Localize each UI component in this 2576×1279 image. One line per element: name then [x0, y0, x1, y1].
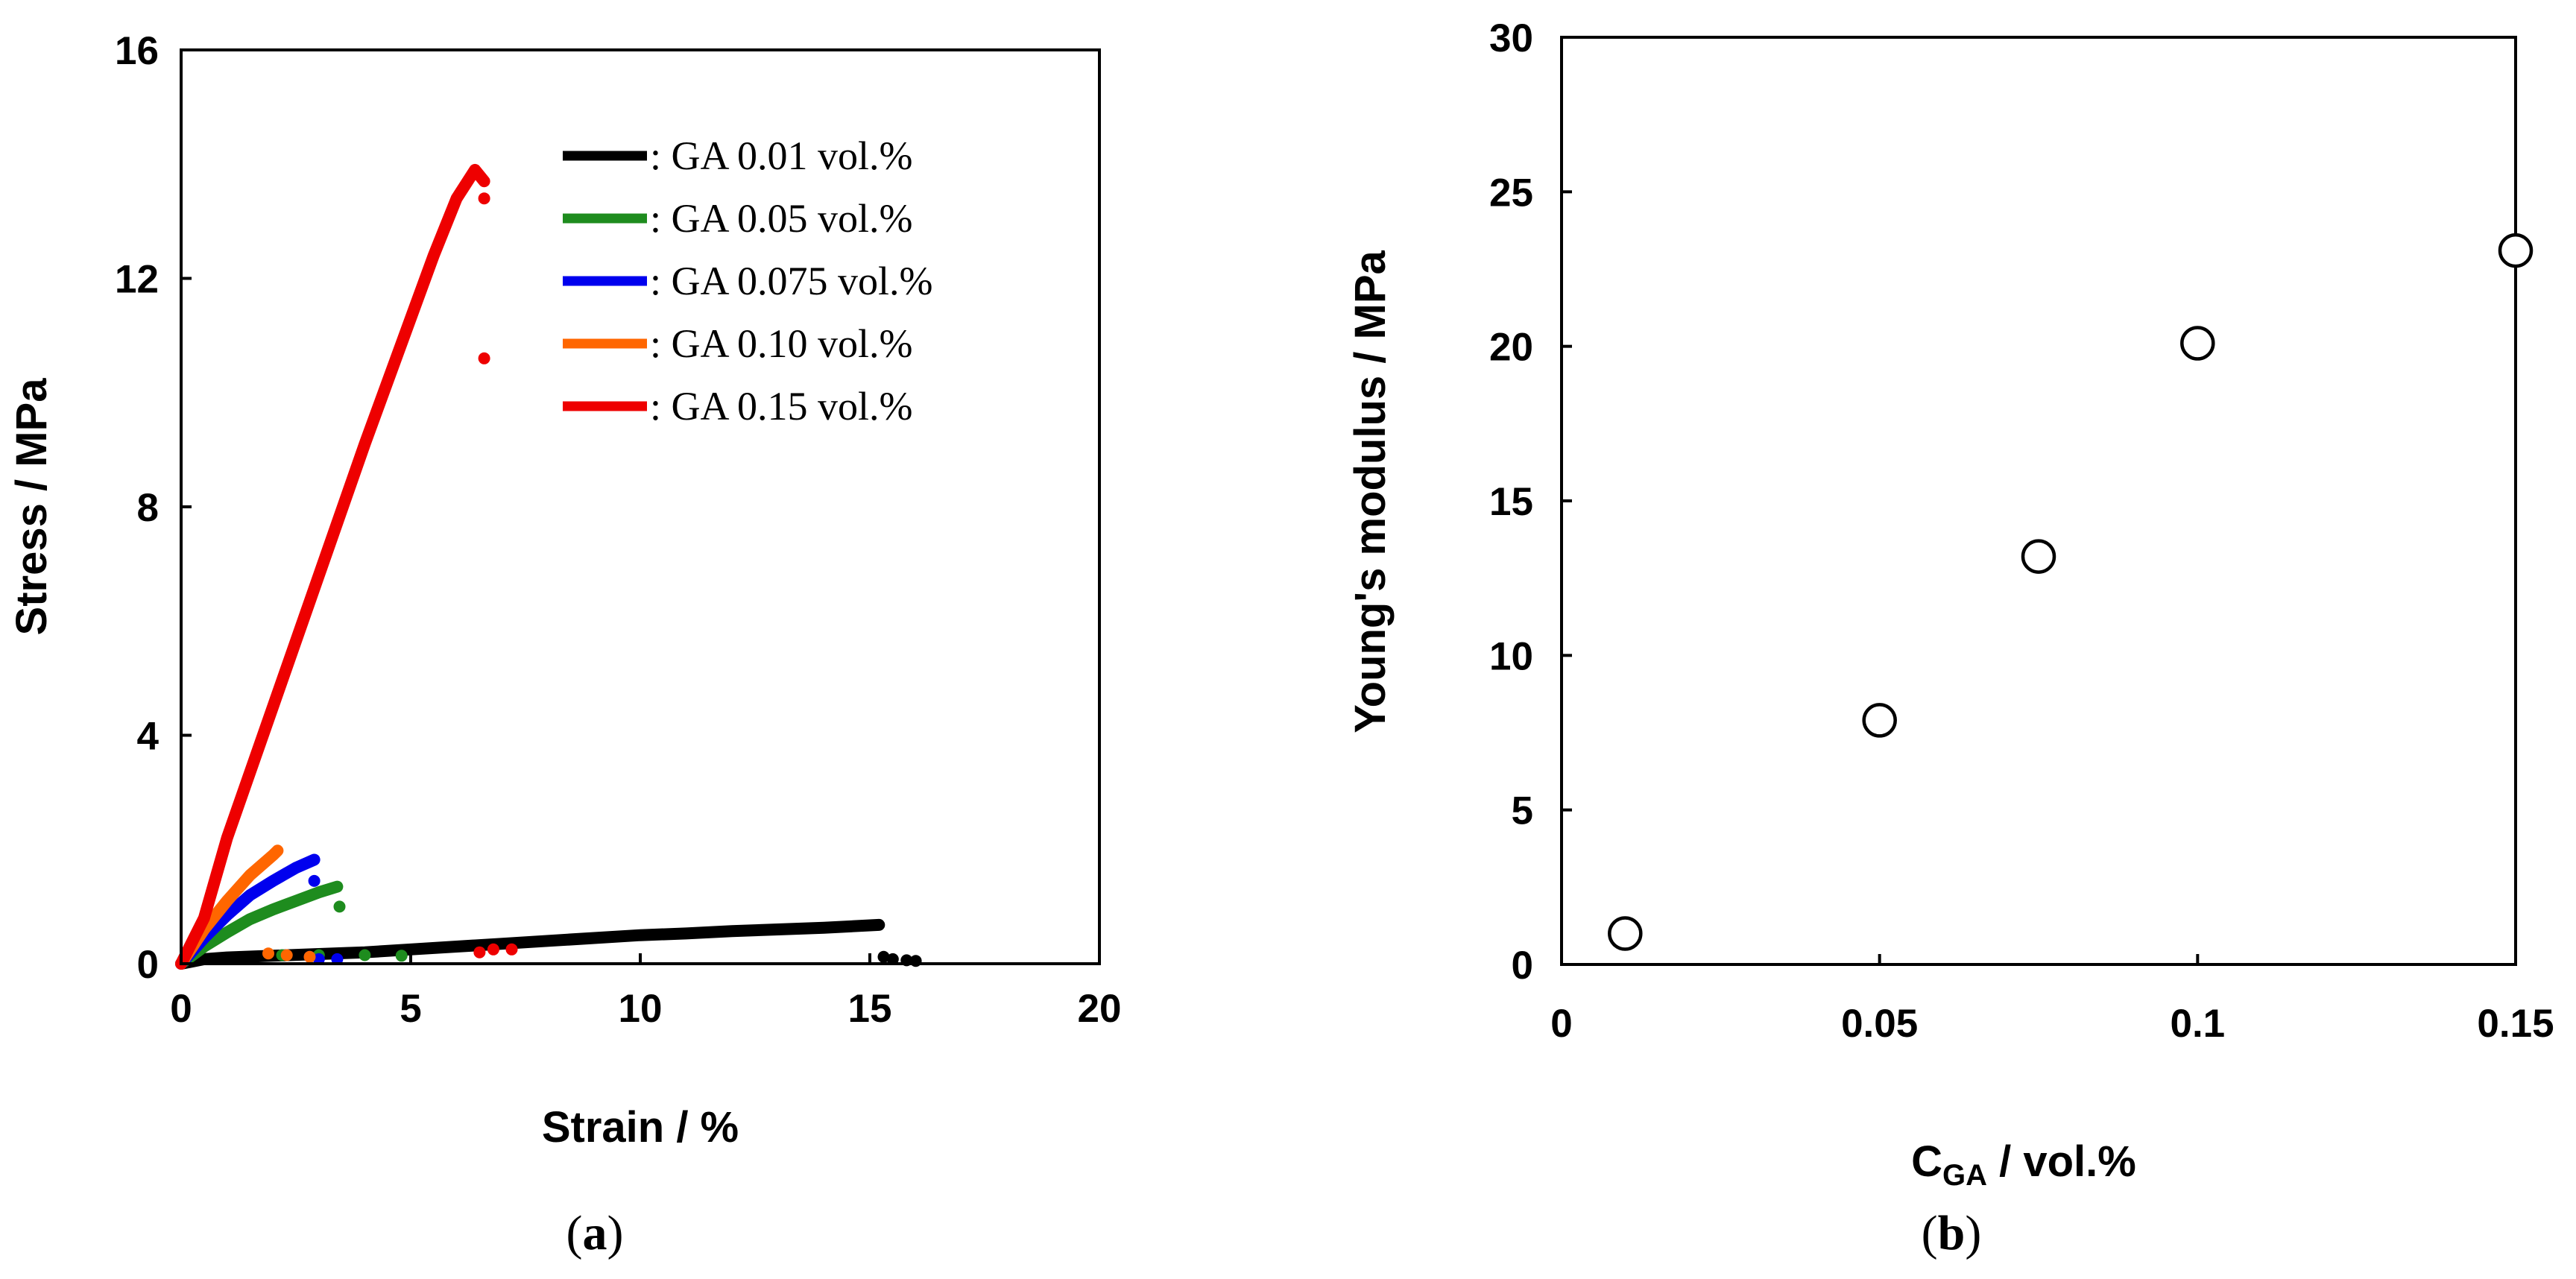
series-3-break-point [280, 949, 293, 961]
chart-a-plot-frame [180, 48, 1101, 965]
legend-label: : GA 0.075 vol.% [650, 259, 933, 303]
series-4-break-point [473, 946, 486, 959]
chart-b-panel-label: (b) [1922, 1206, 1982, 1260]
series-2-break-point [308, 874, 321, 887]
legend-label: : GA 0.05 vol.% [650, 196, 913, 241]
chart-b-x-ticks: 0 0.05 0.1 0.15 [1550, 954, 2554, 1046]
series-curve-0 [175, 918, 886, 970]
series-3-break-point [303, 950, 316, 963]
y-tick-label: 20 [1489, 326, 1533, 370]
series-4-break-point [487, 943, 499, 956]
y-tick-label: 4 [137, 715, 160, 759]
x-tick-label: 10 [619, 987, 663, 1031]
y-tick-label: 0 [137, 943, 159, 987]
series-4-break-point [505, 943, 518, 956]
chart-a-legend: : GA 0.01 vol.% : GA 0.05 vol.% : GA 0.075… [563, 133, 933, 429]
x-tick-label: 0.15 [2477, 1002, 2554, 1046]
modulus-data-point [2021, 539, 2056, 574]
series-curve-1 [175, 880, 344, 970]
series-2-break-point [312, 953, 325, 965]
chart-b-x-axis-label: CGA / vol.% [1911, 1137, 2136, 1192]
youngs-modulus-points [1608, 233, 2534, 951]
legend-label: : GA 0.15 vol.% [650, 384, 913, 429]
x-tick-label: 0.05 [1841, 1002, 1918, 1046]
series-0-break-point [877, 950, 890, 963]
chart-b-plot-frame [1560, 36, 2517, 966]
y-tick-label: 30 [1489, 16, 1533, 60]
x-tick-label: 5 [400, 987, 421, 1031]
series-4-break-point [478, 352, 490, 364]
modulus-data-point [1862, 703, 1897, 738]
modulus-data-point [2180, 326, 2215, 361]
legend-label: : GA 0.01 vol.% [650, 133, 913, 178]
y-tick-label: 16 [115, 29, 159, 73]
y-tick-label: 10 [1489, 634, 1533, 678]
x-tick-label: 20 [1078, 987, 1122, 1031]
y-tick-label: 25 [1489, 171, 1533, 215]
legend-label: : GA 0.10 vol.% [650, 321, 913, 366]
series-1-break-point [359, 949, 371, 961]
chart-a-y-axis-label: Stress / MPa [7, 378, 56, 636]
series-0-break-point [886, 953, 899, 965]
y-tick-label: 5 [1512, 789, 1533, 833]
stress-strain-series [175, 163, 922, 970]
chart-b-y-ticks: 0 5 10 15 20 25 30 [1489, 16, 1572, 988]
chart-a-x-ticks: 0 5 10 15 20 [170, 953, 1121, 1031]
series-3-break-point [262, 947, 274, 960]
chart-a-y-ticks: 0 4 8 12 16 [115, 29, 192, 987]
series-1-break-point [333, 900, 346, 913]
modulus-data-point [2498, 233, 2534, 268]
series-4-break-point [478, 192, 490, 205]
chart-a-panel-label: (a) [566, 1206, 624, 1260]
x-tick-label: 0.1 [2170, 1002, 2225, 1046]
series-1-break-point [395, 950, 408, 962]
y-tick-label: 12 [115, 258, 159, 302]
chart-a-x-axis-label: Strain / % [542, 1103, 739, 1152]
chart-b-y-axis-label: Young's modulus / MPa [1346, 250, 1395, 733]
y-tick-label: 0 [1512, 944, 1533, 988]
y-tick-label: 8 [137, 486, 159, 530]
series-curve-4 [175, 163, 490, 970]
series-2-break-point [331, 953, 344, 965]
modulus-data-point [1608, 916, 1643, 951]
x-tick-label: 0 [1550, 1002, 1572, 1046]
y-tick-label: 15 [1489, 480, 1533, 524]
x-tick-label: 0 [170, 987, 192, 1031]
x-tick-label: 15 [848, 987, 892, 1031]
youngs-modulus-chart: 0 0.05 0.1 0.15 0 5 10 15 20 25 30 CGA / vol.% Yo… [1346, 16, 2554, 1260]
